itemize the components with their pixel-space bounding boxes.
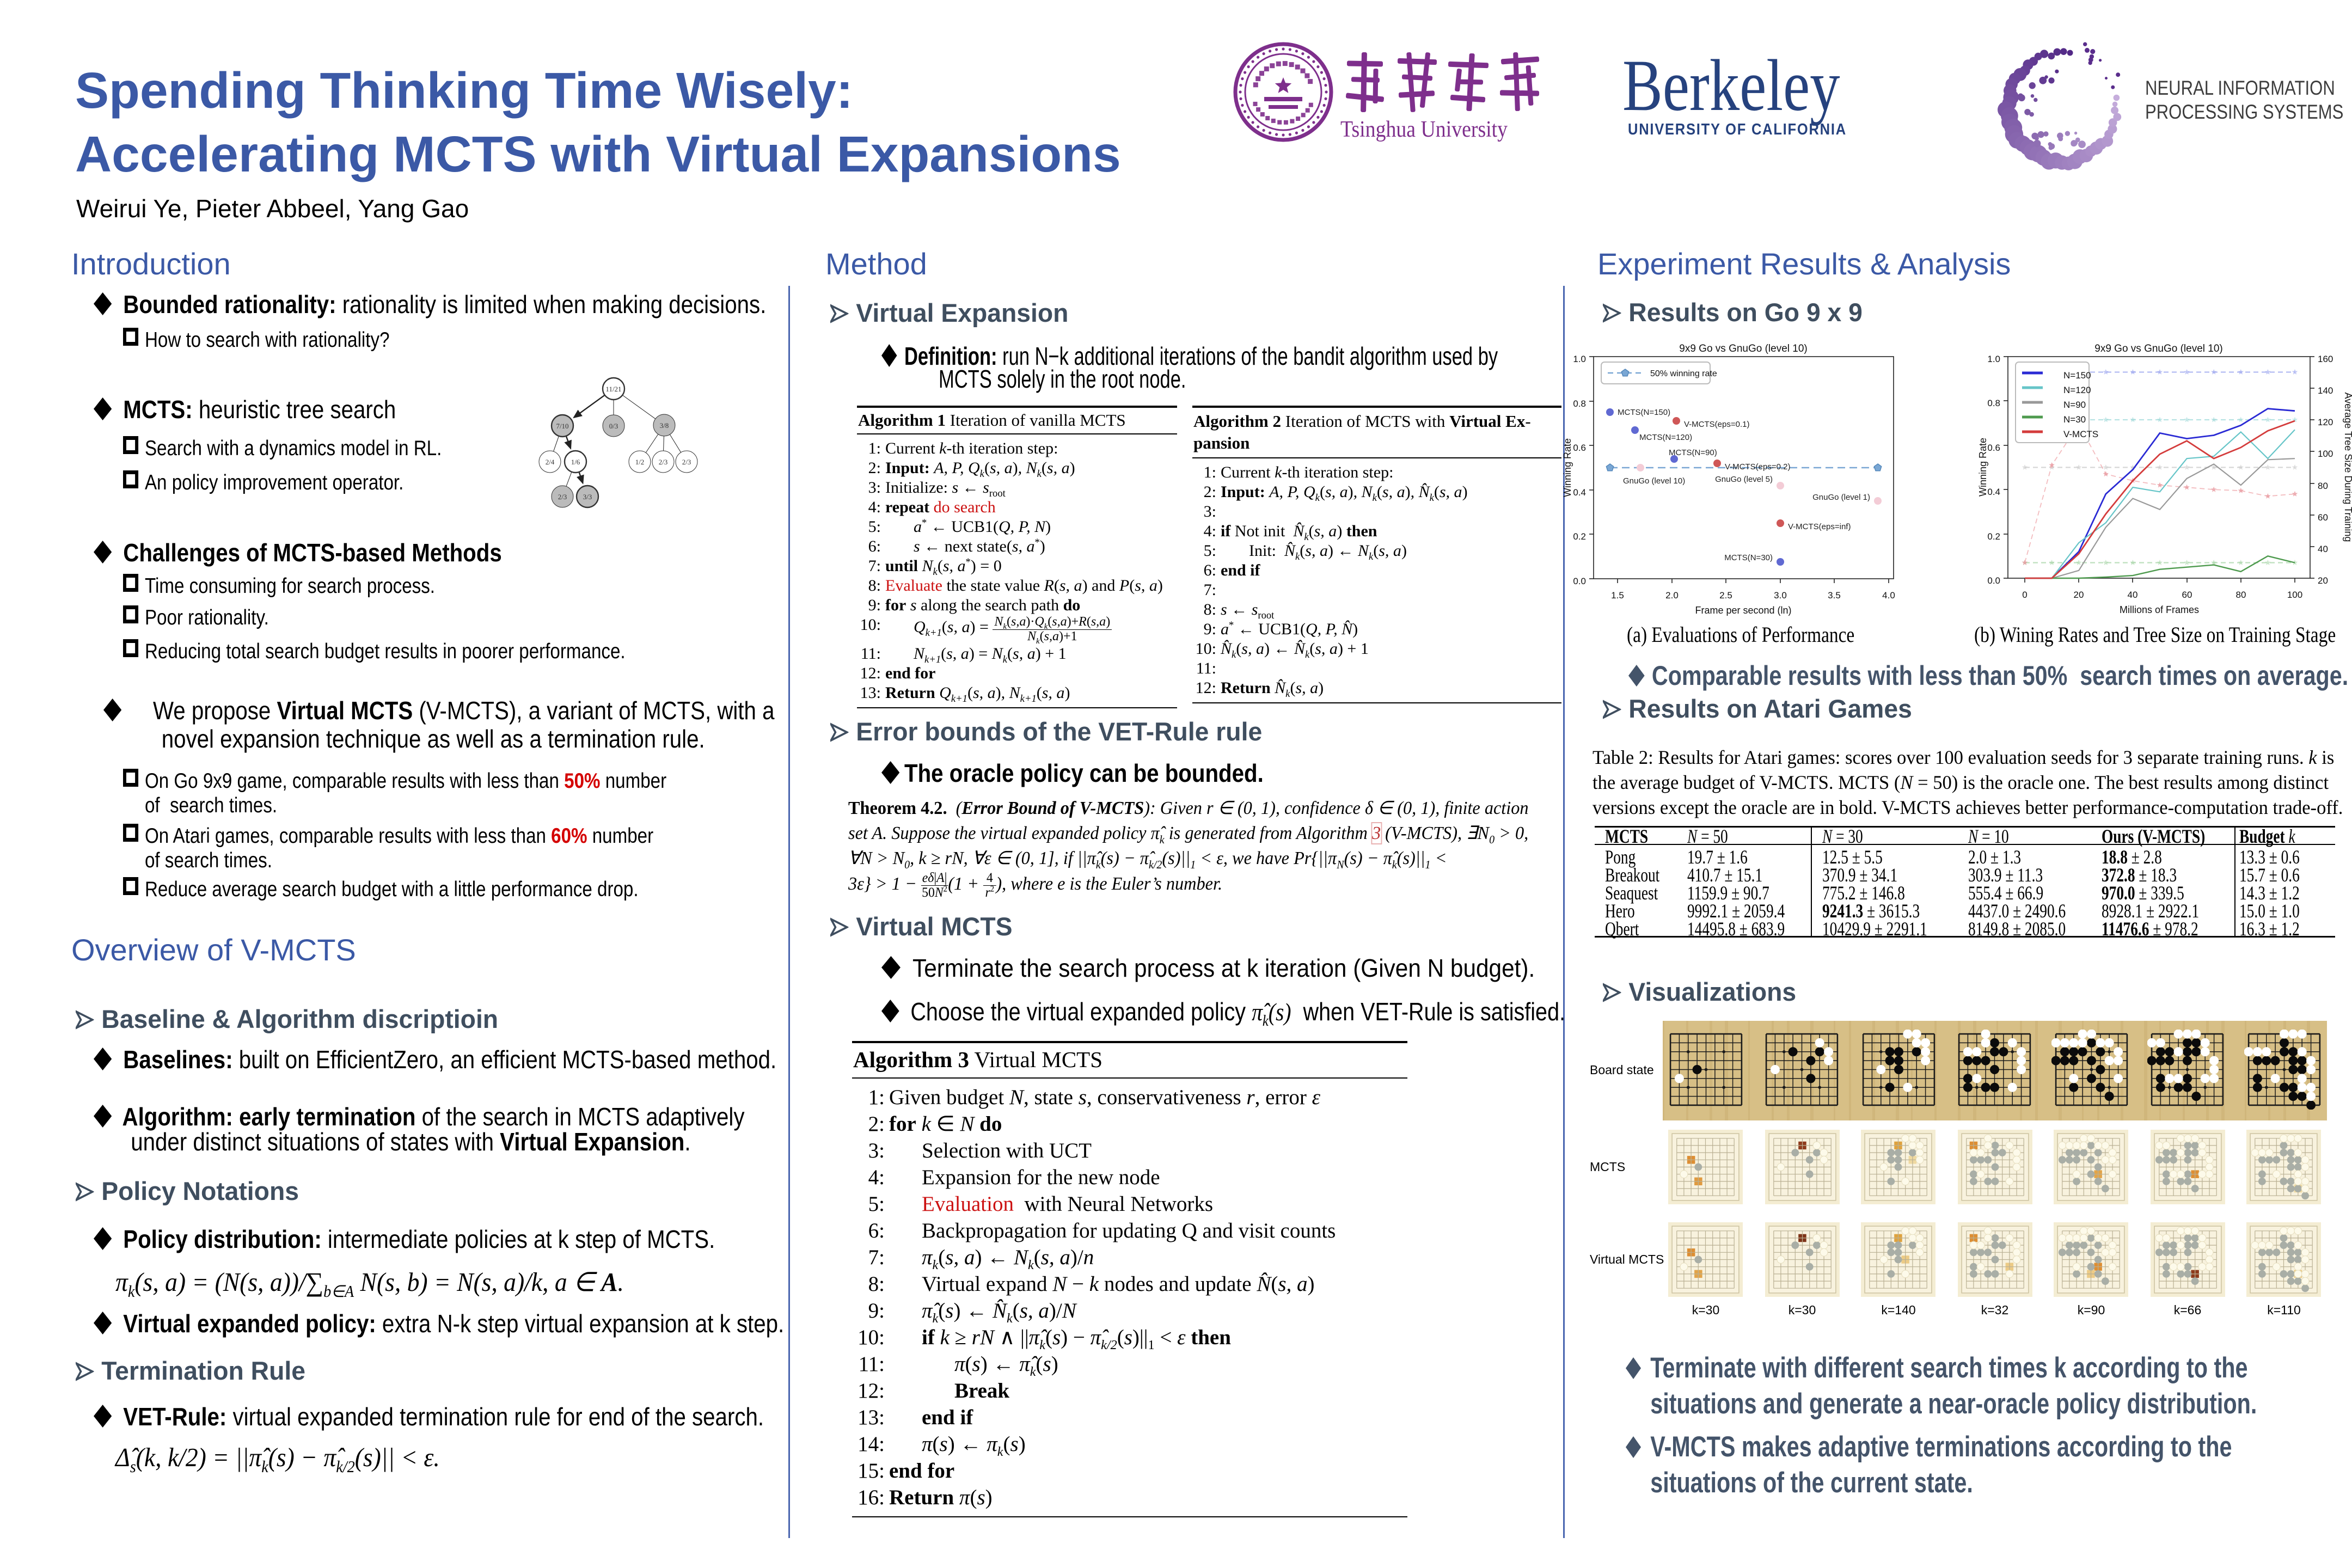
svg-text:60: 60 [2182,590,2192,600]
svg-text:60: 60 [2318,512,2328,523]
svg-text:V-MCTS(eps=0.2): V-MCTS(eps=0.2) [1725,462,1790,471]
svg-text:9x9 Go vs GnuGo (level 10): 9x9 Go vs GnuGo (level 10) [1679,343,1808,354]
svg-text:0.0: 0.0 [1987,575,2000,586]
svg-text:2/3: 2/3 [682,458,691,466]
svg-text:0.8: 0.8 [1573,399,1586,409]
svg-text:0: 0 [2022,590,2027,600]
svg-text:MCTS(N=120): MCTS(N=120) [1639,433,1692,442]
svg-text:2/3: 2/3 [558,493,567,501]
svg-text:N=30: N=30 [2063,414,2086,425]
svg-text:0.4: 0.4 [1573,487,1586,498]
svg-text:0.6: 0.6 [1573,443,1586,453]
svg-text:V-MCTS(eps=0.1): V-MCTS(eps=0.1) [1684,420,1749,429]
svg-text:2.5: 2.5 [1719,590,1732,601]
svg-text:0.4: 0.4 [1987,487,2000,497]
svg-text:GnuGo (level 10): GnuGo (level 10) [1623,476,1685,486]
svg-text:3/8: 3/8 [660,421,669,430]
svg-text:V-MCTS(eps=inf): V-MCTS(eps=inf) [1788,522,1851,531]
svg-text:Frame per second (ln): Frame per second (ln) [1695,605,1791,616]
svg-text:1.0: 1.0 [1573,354,1586,364]
svg-text:Winning Rate: Winning Rate [1562,438,1573,497]
svg-text:0.6: 0.6 [1987,443,2000,453]
svg-text:20: 20 [2074,590,2084,600]
svg-text:N=90: N=90 [2063,400,2086,410]
svg-text:100: 100 [2318,449,2333,459]
svg-text:Winning Rate: Winning Rate [1977,438,1988,497]
svg-text:20: 20 [2318,575,2328,586]
svg-text:0.8: 0.8 [1987,398,2000,408]
svg-text:N=120: N=120 [2063,385,2091,395]
svg-text:1/6: 1/6 [571,458,580,466]
svg-text:80: 80 [2236,590,2246,600]
svg-text:MCTS(N=90): MCTS(N=90) [1669,448,1717,457]
svg-text:9x9 Go vs GnuGo (level 10): 9x9 Go vs GnuGo (level 10) [2094,343,2223,354]
svg-text:2/4: 2/4 [546,458,555,466]
svg-text:4.0: 4.0 [1882,590,1895,601]
svg-text:0/3: 0/3 [609,422,618,430]
svg-text:0.2: 0.2 [1573,531,1586,542]
svg-text:0.2: 0.2 [1987,531,2000,542]
svg-text:1/2: 1/2 [635,458,645,466]
svg-text:0.0: 0.0 [1573,576,1586,586]
svg-text:GnuGo (level 1): GnuGo (level 1) [1812,493,1870,502]
svg-text:1.5: 1.5 [1611,590,1624,601]
svg-text:140: 140 [2318,385,2333,396]
svg-text:11/21: 11/21 [605,385,621,393]
svg-text:Millions of Frames: Millions of Frames [2120,604,2199,615]
svg-text:7/10: 7/10 [556,422,568,430]
svg-text:V-MCTS: V-MCTS [2063,429,2098,439]
svg-text:3.5: 3.5 [1828,590,1841,601]
svg-text:3.0: 3.0 [1774,590,1787,601]
svg-text:3/3: 3/3 [583,493,592,501]
svg-text:MCTS(N=30): MCTS(N=30) [1724,553,1773,562]
svg-text:40: 40 [2128,590,2138,600]
svg-text:80: 80 [2318,481,2328,491]
svg-text:160: 160 [2318,354,2333,364]
svg-text:2/3: 2/3 [659,458,668,466]
svg-text:120: 120 [2318,417,2333,427]
svg-text:2.0: 2.0 [1665,590,1679,601]
svg-text:50% winning rate: 50% winning rate [1650,369,1717,378]
svg-text:GnuGo (level 5): GnuGo (level 5) [1715,475,1773,484]
svg-text:40: 40 [2318,544,2328,554]
svg-text:Average Tree Size During Train: Average Tree Size During Training [2343,393,2352,542]
svg-text:MCTS(N=150): MCTS(N=150) [1618,408,1670,417]
svg-text:N=150: N=150 [2063,370,2091,381]
svg-text:100: 100 [2287,590,2302,600]
svg-text:1.0: 1.0 [1987,354,2000,364]
